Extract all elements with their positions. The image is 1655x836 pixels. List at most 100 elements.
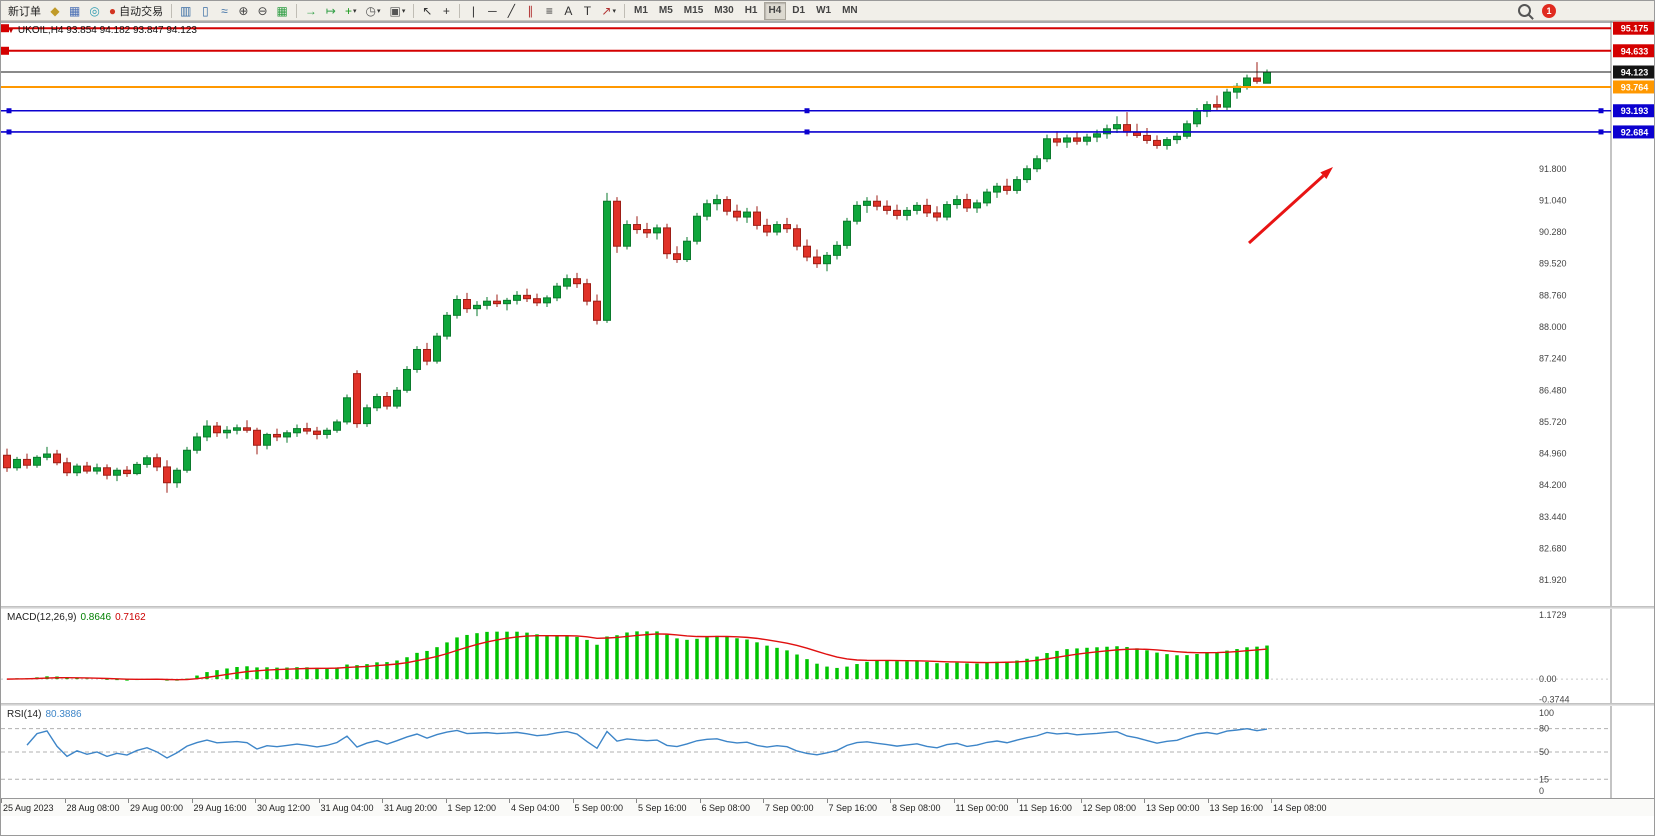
crosshair-button[interactable]: + <box>437 2 455 20</box>
timeframe-h1-button[interactable]: H1 <box>740 2 763 20</box>
candle-body <box>913 204 921 211</box>
vertical-line-tool-button[interactable]: | <box>464 2 482 20</box>
time-axis-label: 31 Aug 04:00 <box>320 803 374 813</box>
candle-body <box>243 427 251 431</box>
candle-body <box>763 224 771 233</box>
timeframe-mn-button[interactable]: MN <box>837 2 863 20</box>
candle-body <box>923 204 931 214</box>
rsi-name: RSI(14) <box>7 709 42 720</box>
time-axis-tick <box>1207 799 1209 803</box>
notification-badge[interactable]: 1 <box>1542 3 1556 18</box>
channel-tool-icon: ∥ <box>527 3 534 18</box>
candle-body <box>173 469 181 484</box>
zoom-in-button[interactable]: ⊕ <box>234 2 252 20</box>
fibonacci-tool-button[interactable]: ≡ <box>540 2 558 20</box>
indicators-button: + <box>344 3 352 18</box>
time-axis-tick <box>1080 799 1082 803</box>
line-handle[interactable] <box>1 24 9 33</box>
bar-chart-type-button[interactable]: ▥ <box>176 2 195 20</box>
shapes-tool-icon: ↗ <box>601 3 612 18</box>
timeframe-w1-button[interactable]: W1 <box>811 2 836 20</box>
macd-panel-canvas[interactable]: 1.1729 0.00 -0.3744 <box>1 609 1655 703</box>
line-handle[interactable] <box>1598 108 1604 114</box>
annotation-arrow-head[interactable] <box>1320 167 1333 180</box>
timeframe-m30-button[interactable]: M30 <box>709 2 738 20</box>
line-handle[interactable] <box>6 108 12 114</box>
annotation-arrow[interactable] <box>1247 174 1325 245</box>
panel-splitter[interactable] <box>1 703 1654 706</box>
timeframe-m1-button[interactable]: M1 <box>629 2 653 20</box>
auto-scroll-button[interactable]: → <box>301 2 321 20</box>
timeframe-m15-button[interactable]: M15 <box>679 2 708 20</box>
candle-body <box>693 215 701 242</box>
label-tool-button[interactable]: T <box>578 2 596 20</box>
line-chart-type-button[interactable]: ≈ <box>215 2 233 20</box>
price-tick-label: 83.440 <box>1539 512 1567 522</box>
toolbar-separator <box>171 3 173 18</box>
text-tool-button[interactable]: A <box>559 2 577 20</box>
candle-body <box>513 294 521 301</box>
panel-splitter[interactable] <box>1 606 1654 609</box>
search-button[interactable] <box>1514 2 1535 20</box>
candle-body <box>953 199 961 206</box>
horizontal-line-tool-button[interactable]: ─ <box>483 2 501 20</box>
candle-body <box>1183 123 1191 137</box>
line-handle[interactable] <box>804 129 810 135</box>
candle-body <box>813 256 821 265</box>
timeframe-h4-button[interactable]: H4 <box>763 1 787 20</box>
rsi-line <box>26 727 1268 759</box>
chart-shift-icon: ↦ <box>325 3 336 18</box>
templates-button[interactable]: ▣ ▾ <box>385 2 409 20</box>
chart-shift-button[interactable]: ↦ <box>322 2 340 20</box>
trendline-tool-button[interactable]: ╱ <box>502 2 520 20</box>
price-tag <box>1613 125 1654 139</box>
zoom-out-button[interactable]: ⊖ <box>253 2 271 20</box>
price-tick-label: 82.680 <box>1539 544 1567 554</box>
time-axis-tick <box>1 799 2 803</box>
candle-body <box>883 205 891 211</box>
timeframe-m5-button[interactable]: M5 <box>654 2 678 20</box>
time-axis-label: 4 Sep 04:00 <box>511 803 560 813</box>
time-axis[interactable]: 25 Aug 2023 28 Aug 08:00 29 Aug 00:00 29 Au… <box>1 798 1654 816</box>
periods-button[interactable]: ◷ ▾ <box>361 2 384 20</box>
rsi-panel-canvas[interactable]: 100 80 50 15 0 <box>1 706 1655 798</box>
cursor-button[interactable]: ↖ <box>418 2 436 20</box>
channel-tool-button[interactable]: ∥ <box>521 2 539 20</box>
line-handle[interactable] <box>804 108 810 114</box>
candle-body <box>853 204 861 222</box>
time-axis-tick <box>572 799 574 803</box>
time-axis-label: 1 Sep 12:00 <box>447 803 497 813</box>
macd-axis-label: 0.00 <box>1539 674 1557 684</box>
indicators-button[interactable]: + ▾ <box>341 2 361 20</box>
tile-windows-button[interactable]: ▦ <box>273 2 292 20</box>
line-handle[interactable] <box>6 129 12 135</box>
timeframe-d1-button[interactable]: D1 <box>787 2 810 20</box>
main-chart-canvas[interactable]: 91.800 91.040 90.280 89.520 88.760 88.000 87.2… <box>1 21 1655 606</box>
time-axis-tick <box>636 799 637 803</box>
macd-label: MACD(12,26,9) 0.8646 0.7162 <box>7 612 146 623</box>
market-watch-button[interactable]: ◆ <box>46 2 64 20</box>
candle-body <box>653 227 661 234</box>
time-axis-label: 5 Sep 16:00 <box>638 803 687 813</box>
rsi-axis-label: 80 <box>1539 724 1549 734</box>
symbol-dropdown-icon[interactable]: ▼ <box>7 26 15 35</box>
chart-window-button[interactable]: ▦ <box>65 2 84 20</box>
line-handle[interactable] <box>1 46 9 55</box>
candle-body <box>463 299 471 310</box>
new-order-button[interactable]: 新订单 <box>4 2 45 20</box>
price-tag-label: 93.193 <box>1621 106 1649 116</box>
candle-body <box>263 433 271 446</box>
price-tick-label: 85.720 <box>1539 417 1567 427</box>
shapes-tool-button[interactable]: ↗ ▾ <box>597 2 620 20</box>
candle-body <box>3 454 11 469</box>
auto-trading-button[interactable]: ● 自动交易 <box>105 2 167 20</box>
candle-body <box>1073 137 1081 142</box>
candle-body <box>293 428 301 434</box>
line-handle[interactable] <box>1598 129 1604 135</box>
candle-body <box>73 465 81 474</box>
rsi-value: 80.3886 <box>45 709 82 720</box>
candle-body <box>1163 139 1171 146</box>
navigator-button[interactable]: ◎ <box>85 2 103 20</box>
vertical-line-tool-icon: | <box>471 3 475 18</box>
candlestick-chart-type-button[interactable]: ▯ <box>196 2 214 20</box>
